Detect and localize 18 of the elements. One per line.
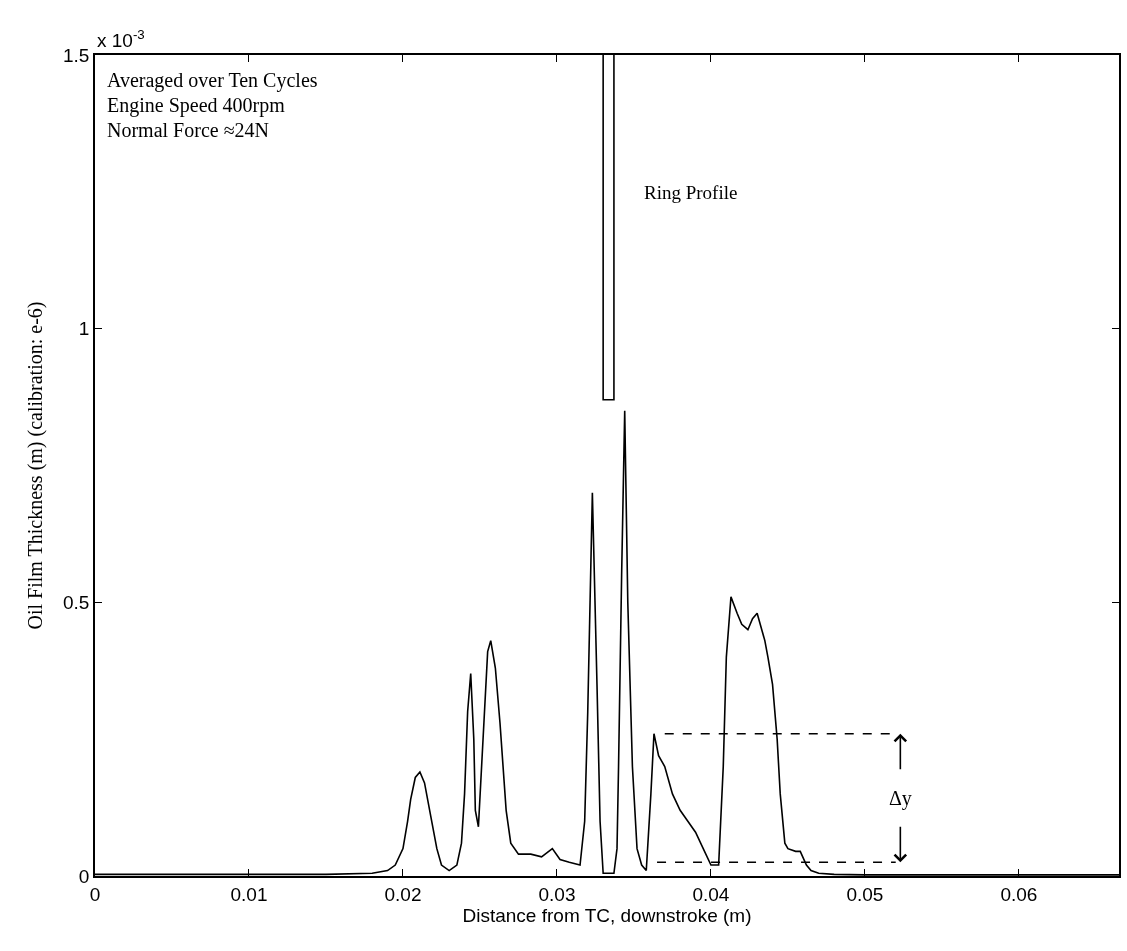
y-tick-label: 0 [78, 865, 90, 887]
annotation: Averaged over Ten Cycles [107, 69, 318, 92]
x-tick-label: 0.04 [692, 883, 730, 905]
x-tick-label: 0.03 [538, 883, 576, 905]
annotation: Engine Speed 400rpm [107, 94, 286, 117]
x-axis-title: Distance from TC, downstroke (m) [462, 904, 752, 926]
x-tick-label: 0.02 [384, 883, 422, 905]
annotation: Normal Force ≈24N [107, 119, 270, 141]
y-tick-label: 1.5 [63, 44, 90, 66]
x-tick-label: 0.01 [230, 883, 268, 905]
y-tick-label: 0.5 [63, 591, 90, 613]
y-axis-title: Oil Film Thickness (m) (calibration: e-6) [24, 301, 48, 630]
x-tick-label: 0.05 [846, 883, 884, 905]
series-label: Ring Profile [644, 182, 738, 203]
annotation: Δy [889, 787, 912, 810]
text: x 10$^{-3}$ [97, 27, 145, 51]
x-tick-label: 0.06 [1000, 883, 1038, 905]
y-tick-label: 1 [78, 318, 90, 340]
